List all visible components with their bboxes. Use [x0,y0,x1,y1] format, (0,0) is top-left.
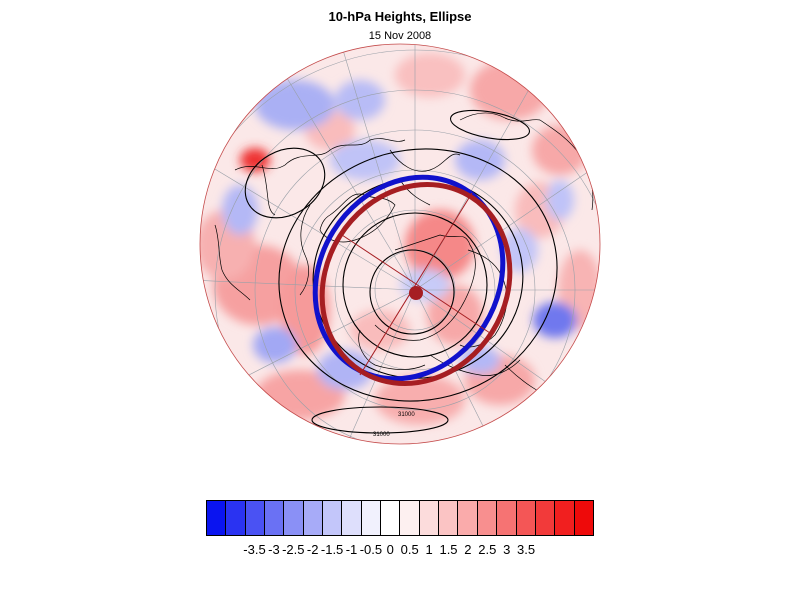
colorbar-tick-label: -2.5 [282,542,305,557]
colorbar-tick-label: 1.5 [439,542,458,557]
colorbar-swatch [419,501,440,535]
colorbar-tick-label: 1 [425,542,433,557]
colorbar-tick-label: 3.5 [517,542,536,557]
colorbar-tick-label: -0.5 [359,542,383,557]
colorbar-swatch [400,501,420,535]
anomaly-field [200,44,600,444]
colorbar-labels: -3.5 -3 -2.5 -2 -1.5 -1 -0.5 0 0.5 1 1.5 2 2.5 3 3.5 [206,542,594,560]
colorbar-swatch [381,501,401,535]
colorbar-swatch [497,501,517,535]
colorbar-swatch [516,501,536,535]
colorbar-swatch [477,501,498,535]
contour-label: 31000 [398,412,415,418]
colorbar-swatch [323,501,343,535]
colorbar-tick-label: -1.5 [320,542,344,557]
colorbar-swatch [245,501,266,535]
map-border [199,43,601,445]
colorbar-tick-label: -1 [345,542,358,557]
colorbar-swatch [226,501,246,535]
colorbar-tick-label: -3 [268,542,280,557]
colorbar-swatch [303,501,324,535]
colorbar-swatch [555,501,575,535]
colorbar-swatch [458,501,478,535]
colorbar-swatch [265,501,285,535]
colorbar-tick-label: 2 [464,542,472,557]
ellipse-center-marker [409,286,423,300]
polar-map: 31000 31000 [199,43,601,445]
colorbar-tick-label: -3.5 [243,542,266,557]
map-subtitle: 15 Nov 2008 [368,30,432,42]
colorbar-tick-label: -2 [306,542,319,557]
colorbar-swatch [284,501,304,535]
map-title: 10-hPa Heights, Ellipse [328,9,472,24]
colorbar-swatches [206,500,594,536]
colorbar-swatch [574,501,593,535]
colorbar [206,500,594,536]
colorbar-tick-label: 0 [386,542,394,557]
colorbar-swatch [535,501,556,535]
colorbar-swatch [207,501,227,535]
colorbar-tick-label: 3 [503,542,511,557]
colorbar-swatch [342,501,362,535]
fitted-ellipse [312,174,513,387]
colorbar-tick-label: 2.5 [478,542,497,557]
colorbar-tick-label: 0.5 [400,542,419,557]
contour-label: 31000 [373,432,390,438]
colorbar-swatch [439,501,459,535]
colorbar-swatch [361,501,382,535]
